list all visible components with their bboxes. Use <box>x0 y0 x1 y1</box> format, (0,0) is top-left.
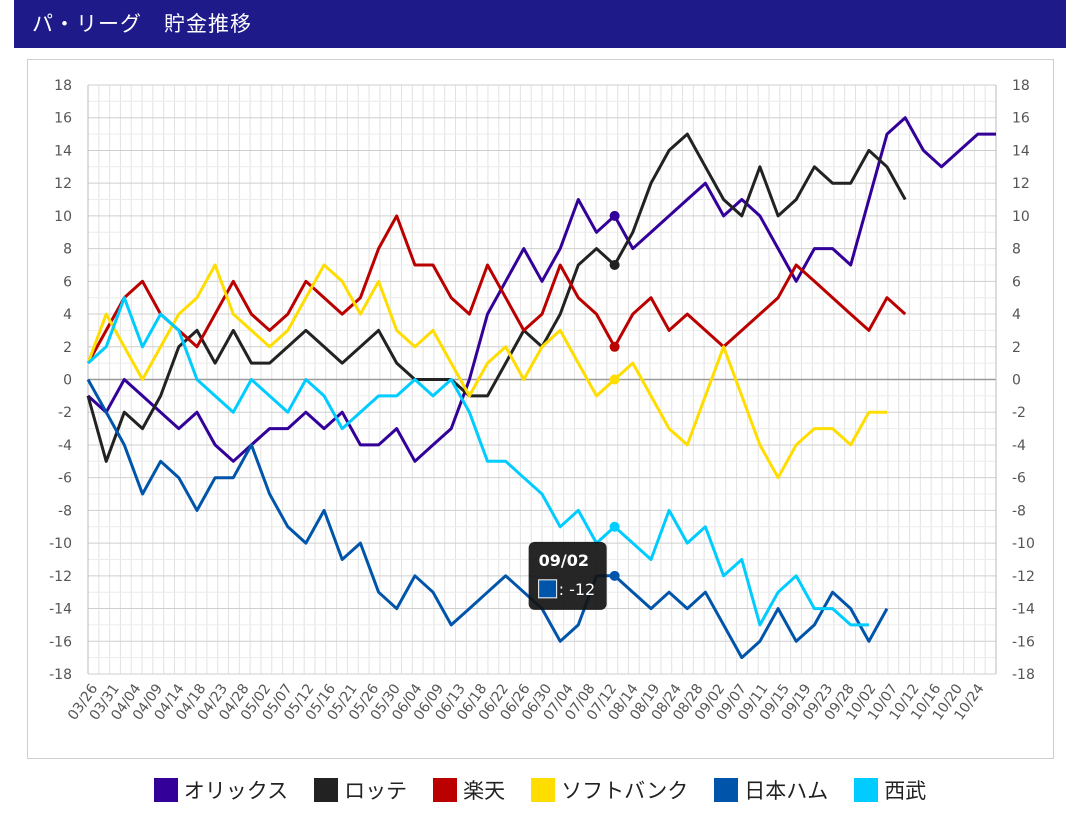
chart-frame <box>27 59 1054 759</box>
y-tick-label-left: 10 <box>54 209 72 225</box>
y-tick-label-left: 6 <box>63 274 72 290</box>
y-tick-label-right: 18 <box>1012 78 1030 94</box>
y-tick-label-right: 4 <box>1012 307 1021 323</box>
y-tick-label-right: 16 <box>1012 111 1030 127</box>
y-tick-label-left: 0 <box>63 373 72 389</box>
legend-label: ロッテ <box>344 779 408 803</box>
y-tick-label-left: 8 <box>63 242 72 258</box>
y-tick-label-right: 14 <box>1012 143 1030 159</box>
legend-item[interactable]: オリックス <box>153 775 289 805</box>
y-tick-label-left: -4 <box>58 438 72 454</box>
y-tick-label-right: -10 <box>1012 536 1035 552</box>
tooltip-swatch <box>538 579 558 599</box>
y-tick-label-left: -16 <box>49 634 72 650</box>
hover-point-2 <box>609 341 620 352</box>
legend-item[interactable]: ロッテ <box>314 775 407 805</box>
hover-point-4 <box>609 570 620 581</box>
legend-item[interactable]: 楽天 <box>433 775 505 805</box>
y-tick-label-left: -10 <box>49 536 72 552</box>
series-line-4 <box>86 378 889 660</box>
y-tick-label-left: -18 <box>49 667 72 683</box>
legend-item[interactable]: 西武 <box>854 775 926 805</box>
legend-label: 西武 <box>884 779 927 803</box>
legend-label: 楽天 <box>463 779 506 803</box>
y-tick-label-right: -6 <box>1012 471 1026 487</box>
y-tick-label-right: -12 <box>1012 569 1035 585</box>
y-tick-label-left: -6 <box>58 471 72 487</box>
y-tick-label-left: -8 <box>58 503 72 519</box>
y-tick-label-left: 14 <box>54 143 72 159</box>
y-tick-label-right: 10 <box>1012 209 1030 225</box>
series-line-3 <box>86 263 887 480</box>
legend-swatch <box>433 778 458 802</box>
legend-swatch <box>854 778 879 802</box>
y-tick-label-right: -2 <box>1012 405 1026 421</box>
series-line-2 <box>86 214 907 364</box>
y-tick-label-right: -8 <box>1012 503 1026 519</box>
y-tick-label-right: 0 <box>1012 373 1021 389</box>
series-line-1 <box>86 132 907 463</box>
y-tick-label-left: 16 <box>54 111 72 127</box>
y-tick-label-right: -14 <box>1012 602 1035 618</box>
y-tick-label-right: 6 <box>1012 274 1021 290</box>
y-tick-label-right: -18 <box>1012 667 1035 683</box>
legend-item[interactable]: ソフトバンク <box>531 775 688 805</box>
y-tick-label-left: -14 <box>49 602 72 618</box>
legend-swatch <box>531 778 556 802</box>
series-line-5 <box>86 296 869 627</box>
y-tick-label-left: -12 <box>49 569 72 585</box>
legend-label: ソフトバンク <box>561 779 689 803</box>
hover-point-0 <box>609 210 620 221</box>
legend-label: 日本ハム <box>744 779 829 803</box>
legend-swatch <box>714 778 739 802</box>
tooltip-date: 09/02 <box>539 551 589 570</box>
legend-swatch <box>153 778 178 802</box>
legend-item[interactable]: 日本ハム <box>714 775 828 805</box>
hover-point-3 <box>609 374 620 385</box>
legend-label: オリックス <box>183 779 289 803</box>
y-tick-label-right: -4 <box>1012 438 1026 454</box>
y-tick-label-left: 4 <box>63 307 72 323</box>
legend-swatch <box>314 778 339 802</box>
y-tick-label-right: 12 <box>1012 176 1030 192</box>
chart-legend: オリックス ロッテ 楽天 ソフトバンク 日本ハム 西武 <box>0 770 1080 810</box>
y-tick-label-right: -16 <box>1012 634 1035 650</box>
y-tick-label-left: -2 <box>58 405 72 421</box>
hover-point-1 <box>609 259 620 270</box>
y-tick-label-right: 2 <box>1012 340 1021 356</box>
page-title: パ・リーグ 貯金推移 <box>32 12 252 36</box>
tooltip-value: : -12 <box>559 580 596 599</box>
title-bar: パ・リーグ 貯金推移 <box>14 0 1066 48</box>
series-line-0 <box>86 116 996 463</box>
y-tick-label-left: 12 <box>54 176 72 192</box>
hover-point-5 <box>609 521 620 532</box>
y-tick-label-left: 2 <box>63 340 72 356</box>
y-tick-label-left: 18 <box>54 78 72 94</box>
y-tick-label-right: 8 <box>1012 242 1021 258</box>
